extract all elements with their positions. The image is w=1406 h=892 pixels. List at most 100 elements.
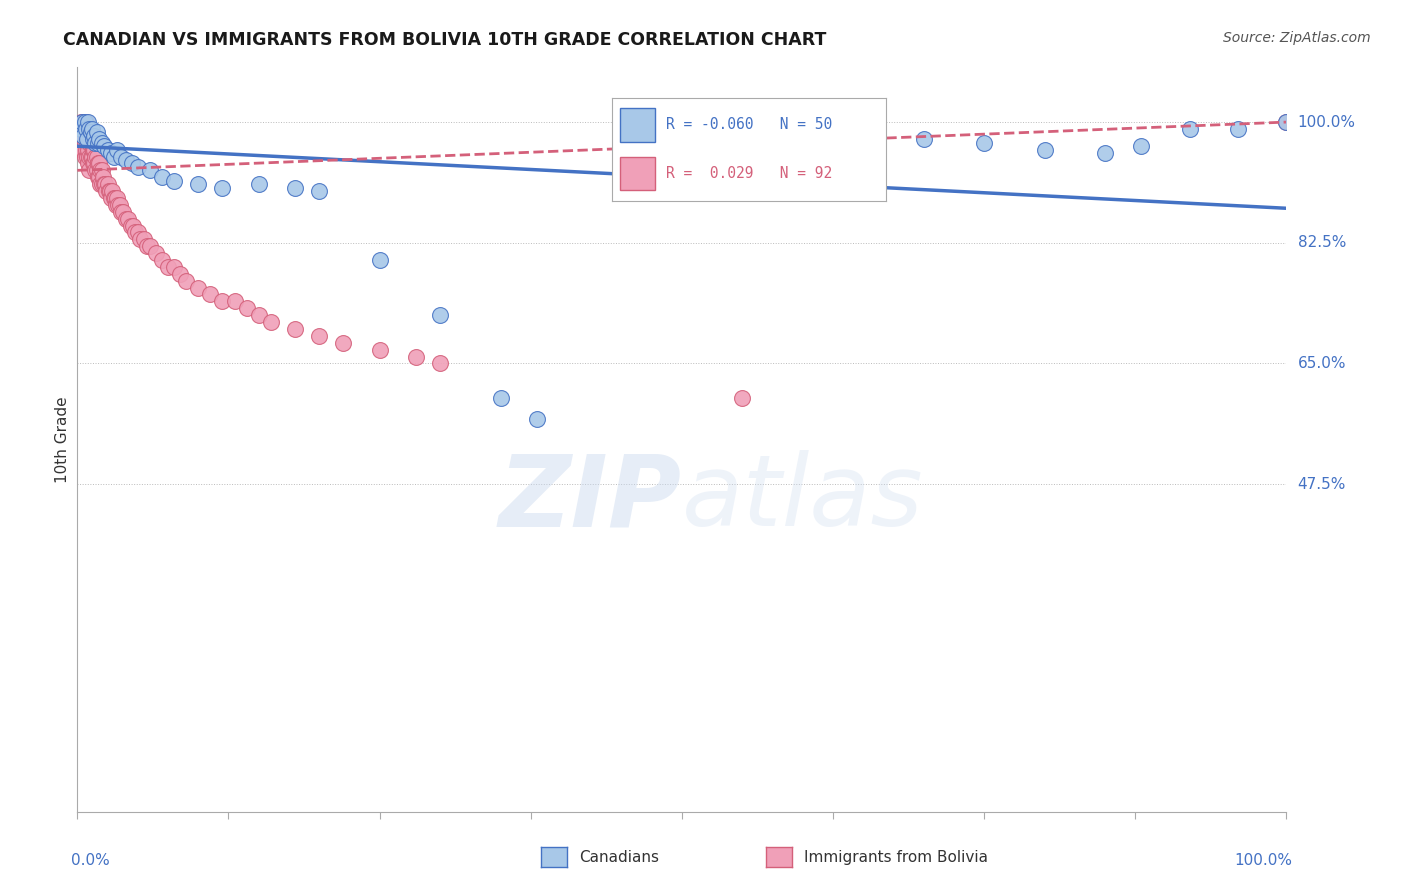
Point [94,177,117,191]
Point [211,294,233,309]
Point [912,132,935,146]
Point [127,226,149,240]
Point [77,115,100,129]
Point [1178,122,1201,136]
Point [75,122,97,136]
Point [76,132,98,146]
Point [429,356,451,370]
Point [114,153,136,167]
Point [87,170,110,185]
Point [70,115,93,129]
Point [79,136,101,150]
Point [73,150,96,164]
Point [526,411,548,425]
Point [87,170,110,185]
Point [110,150,132,164]
Point [82,143,104,157]
Point [86,163,108,178]
FancyBboxPatch shape [620,109,655,142]
Point [200,287,222,301]
Point [121,156,143,170]
Text: CANADIAN VS IMMIGRANTS FROM BOLIVIA 10TH GRADE CORRELATION CHART: CANADIAN VS IMMIGRANTS FROM BOLIVIA 10TH… [63,31,827,49]
Point [150,170,173,185]
Point [82,156,104,170]
Text: 65.0%: 65.0% [1298,356,1346,371]
Point [247,308,270,322]
Text: atlas: atlas [682,450,924,548]
Point [224,294,246,309]
Point [80,122,103,136]
Text: R = -0.060   N = 50: R = -0.060 N = 50 [666,117,832,132]
Text: 100.0%: 100.0% [1234,853,1292,868]
Text: Immigrants from Bolivia: Immigrants from Bolivia [804,850,988,864]
Point [72,115,94,129]
Point [73,136,96,150]
Point [75,128,97,143]
Point [70,136,93,150]
Point [671,119,693,133]
Point [150,252,173,267]
Point [105,191,128,205]
Point [127,160,149,174]
Point [76,136,98,150]
Point [87,136,110,150]
Point [489,391,512,405]
Point [89,163,111,178]
Point [103,150,125,164]
Point [187,280,209,294]
Point [79,136,101,150]
Point [169,267,191,281]
Point [108,198,131,212]
Point [120,219,142,233]
Point [110,204,132,219]
Point [87,132,110,146]
Point [72,128,94,143]
Point [84,136,107,150]
Point [1094,146,1116,161]
Point [89,177,111,191]
Point [80,136,103,150]
Point [1033,143,1056,157]
Point [107,198,129,212]
Point [157,260,180,274]
Point [73,115,96,129]
Point [93,139,115,153]
Point [405,350,427,364]
Point [79,150,101,164]
Point [69,128,91,143]
Point [104,191,127,205]
Point [308,184,330,198]
Point [83,128,105,143]
Point [79,125,101,139]
Point [70,122,93,136]
Point [87,156,110,170]
Point [163,174,186,188]
Point [187,177,209,191]
Text: 0.0%: 0.0% [72,853,110,868]
Point [235,301,257,316]
Point [77,128,100,143]
Text: Canadians: Canadians [579,850,659,864]
Point [98,184,121,198]
Text: 100.0%: 100.0% [1298,114,1355,129]
Point [93,177,115,191]
Point [852,122,875,136]
Point [70,143,93,157]
Point [83,156,105,170]
Point [83,143,105,157]
Point [73,122,96,136]
Point [105,198,128,212]
Point [103,191,125,205]
Point [139,239,162,253]
Point [79,122,101,136]
Point [76,150,98,164]
Text: R =  0.029   N = 92: R = 0.029 N = 92 [666,166,832,180]
Point [91,170,114,185]
Point [247,177,270,191]
Point [112,204,135,219]
Text: 82.5%: 82.5% [1298,235,1346,251]
Point [124,226,146,240]
Point [77,143,100,157]
Point [100,191,122,205]
Point [72,128,94,143]
